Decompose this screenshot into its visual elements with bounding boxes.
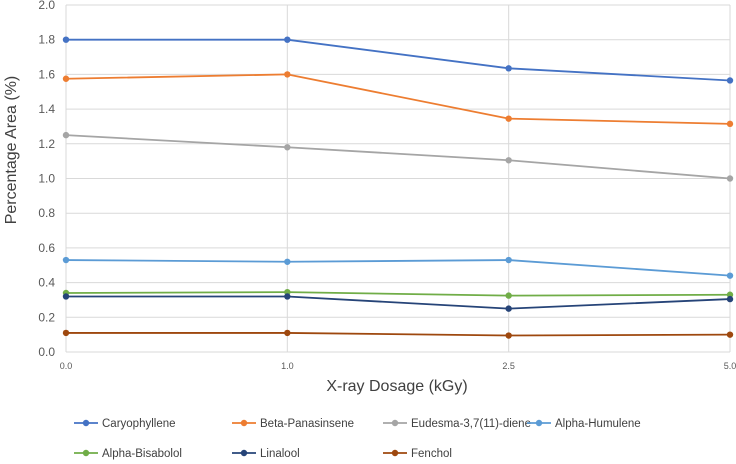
y-axis-label: Percentage Area (%) [3, 76, 20, 225]
data-point [505, 292, 512, 299]
legend-item: Alpha-Humulene [527, 418, 641, 430]
data-point [726, 77, 734, 84]
y-tick-label: 1.6 [38, 67, 55, 81]
data-point [505, 256, 512, 264]
data-point [505, 305, 512, 312]
legend-item: Linalool [232, 448, 300, 460]
x-tick-label: 5.0 [724, 361, 736, 371]
data-point [726, 272, 734, 279]
x-tick-label: 2.5 [502, 361, 515, 371]
data-point [284, 144, 291, 151]
legend-swatch-marker [82, 419, 90, 427]
data-point [62, 75, 70, 82]
series-line-beta-panasinsene [65, 73, 731, 125]
data-point [505, 115, 512, 122]
data-point [726, 120, 734, 128]
data-point [726, 331, 734, 338]
y-tick-label: 0.6 [38, 241, 55, 255]
data-point [726, 295, 734, 303]
series-line-alpha-bisabolol [65, 291, 731, 297]
y-tick-label: 0.8 [38, 206, 55, 220]
legend-swatch-marker [240, 419, 248, 427]
data-point [284, 258, 291, 265]
series-line-caryophyllene [66, 38, 731, 82]
legend-label: Alpha-Humulene [555, 418, 641, 430]
legend-label: Linalool [260, 448, 300, 460]
series-line-fenchol [66, 332, 731, 337]
data-point [284, 329, 291, 337]
series-line-eudesma-3-7-11-diene [65, 134, 731, 180]
series-points [62, 36, 734, 339]
legend-label: Eudesma-3,7(11)-diene [411, 418, 531, 430]
data-point [62, 131, 70, 139]
x-axis-label: X-ray Dosage (kGy) [326, 378, 467, 395]
legend-item: Eudesma-3,7(11)-diene [383, 418, 531, 430]
legend-label: Caryophyllene [102, 418, 176, 430]
legend-item: Fenchol [383, 448, 452, 460]
legend-swatch-marker [391, 449, 399, 457]
series-line-linalool [66, 295, 731, 310]
y-axis-ticks: 0.0 0.2 0.4 0.6 0.8 1.0 1.2 1.4 1.6 1.8 2.0 [38, 0, 55, 359]
x-tick-label: 0.0 [60, 361, 73, 371]
data-point [284, 71, 291, 78]
y-tick-label: 1.2 [38, 137, 55, 151]
y-tick-label: 0.4 [38, 276, 55, 290]
legend-item: Alpha-Bisabolol [74, 448, 182, 460]
legend-label: Beta-Panasinsene [260, 418, 354, 430]
y-tick-label: 0.2 [38, 310, 55, 324]
y-tick-label: 1.8 [38, 33, 55, 47]
data-point [505, 332, 512, 339]
data-point [62, 256, 70, 264]
y-tick-label: 1.0 [38, 172, 55, 186]
y-tick-label: 0.0 [38, 345, 55, 359]
legend-swatch-marker [391, 419, 399, 427]
y-tick-label: 2.0 [38, 0, 55, 12]
legend-swatch-marker [535, 419, 543, 427]
gridlines [65, 4, 731, 353]
data-point [284, 293, 291, 300]
data-point [505, 65, 512, 72]
data-point [62, 36, 70, 43]
legend-label: Alpha-Bisabolol [102, 448, 182, 460]
legend-label: Fenchol [411, 448, 452, 460]
data-point [726, 175, 734, 182]
data-point [284, 36, 291, 43]
x-tick-label: 1.0 [281, 361, 294, 371]
x-axis-ticks: 0.0 1.0 2.5 5.0 [60, 361, 736, 371]
series-lines [65, 38, 731, 337]
legend: Caryophyllene Beta-Panasinsene Eudesma-3,7… [74, 418, 641, 460]
data-point [505, 157, 512, 164]
legend-item: Caryophyllene [74, 418, 176, 430]
legend-swatch-marker [82, 449, 90, 457]
data-point [62, 329, 70, 337]
y-tick-label: 1.4 [38, 102, 55, 116]
legend-item: Beta-Panasinsene [232, 418, 354, 430]
legend-swatch-marker [240, 449, 248, 457]
series-line-alpha-humulene [65, 259, 731, 277]
data-point [62, 293, 70, 300]
